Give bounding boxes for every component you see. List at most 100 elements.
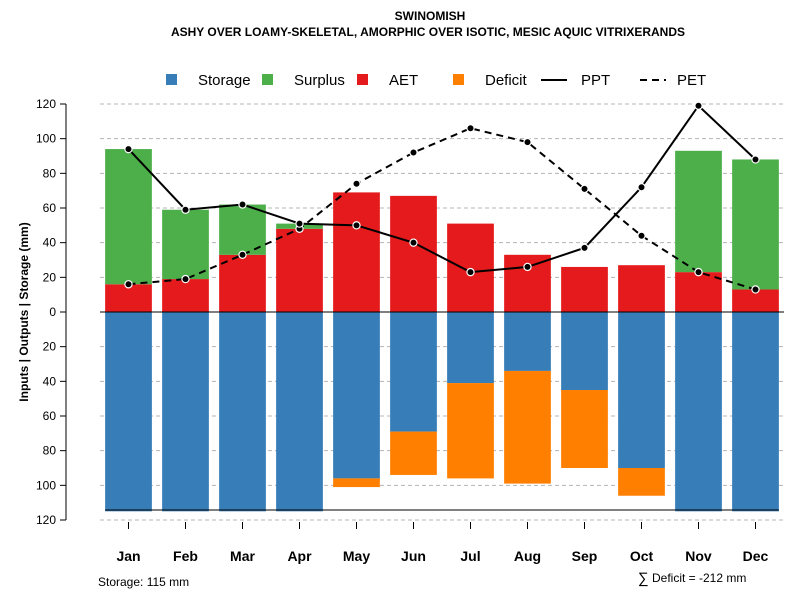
ppt-line-point — [352, 221, 361, 230]
pet-line-point — [124, 280, 133, 289]
storage-bar — [732, 312, 779, 512]
y-tick-label: 80 — [43, 166, 57, 180]
x-tick-label: Sep — [572, 548, 598, 564]
ppt-line-point — [124, 144, 133, 154]
aet-bar — [105, 284, 152, 312]
ppt-line-point — [523, 262, 532, 272]
pet-line — [128, 127, 756, 291]
pet-line-point — [694, 267, 703, 277]
storage-annotation: Storage: 115 mm — [98, 575, 189, 589]
ppt-line-point — [580, 243, 589, 253]
legend-label-ppt: PPT — [581, 72, 610, 89]
storage-bar — [333, 312, 380, 479]
legend-label-storage: Storage — [198, 72, 251, 89]
legend-label-deficit: Deficit — [485, 72, 528, 89]
legend: Storage Surplus AET Deficit PPT PET — [166, 72, 706, 89]
legend-swatch-storage — [166, 74, 177, 85]
legend-swatch-deficit — [453, 74, 464, 85]
x-tick-label: Mar — [230, 548, 255, 564]
x-tick-label: Jun — [401, 548, 426, 564]
pet-line-point — [181, 274, 190, 284]
series-lines — [124, 101, 760, 294]
ppt-line-point — [181, 205, 190, 214]
storage-bar — [504, 312, 551, 371]
y-tick-label: 120 — [36, 97, 56, 111]
ppt-line — [127, 104, 757, 274]
aet-bar — [618, 265, 665, 312]
legend-swatch-aet — [357, 74, 368, 85]
ppt-line-point — [466, 267, 475, 277]
y-tick-label: 20 — [43, 340, 57, 354]
storage-bar — [162, 312, 209, 512]
legend-label-pet: PET — [677, 72, 706, 89]
pet-line-point — [466, 124, 475, 133]
pet-line-point — [409, 148, 418, 157]
x-tick-label: Nov — [685, 548, 712, 564]
deficit-bar — [390, 431, 437, 475]
chart-subtitle: ASHY OVER LOAMY-SKELETAL, AMORPHIC OVER … — [171, 25, 685, 39]
legend-label-surplus: Surplus — [294, 72, 345, 89]
x-tick-label: Jul — [460, 548, 480, 564]
deficit-annotation: Deficit = -212 mm — [652, 571, 746, 585]
surplus-bar — [219, 204, 266, 255]
legend-swatch-surplus — [262, 74, 273, 85]
pet-line-point — [580, 184, 589, 194]
surplus-bar — [675, 150, 722, 273]
ppt-line-point — [694, 101, 703, 110]
x-tick-label: Oct — [630, 548, 654, 564]
pet-line-point — [751, 285, 760, 294]
storage-bar — [276, 312, 323, 512]
bars — [105, 149, 779, 512]
deficit-bar — [618, 468, 665, 496]
ppt-line-point — [751, 155, 760, 164]
storage-bar — [561, 312, 608, 390]
ppt-line-point — [238, 200, 247, 209]
y-tick-label: 120 — [36, 513, 56, 527]
y-tick-label: 0 — [49, 305, 56, 319]
deficit-bar — [447, 383, 494, 479]
pet-line-point — [637, 231, 646, 240]
ppt-line-point — [295, 219, 304, 228]
aet-bar — [675, 272, 722, 312]
x-tick-label: Apr — [287, 548, 312, 564]
storage-bar — [447, 312, 494, 384]
pet-line-point — [352, 179, 361, 188]
surplus-bar — [105, 149, 152, 285]
x-tick-label: Dec — [743, 548, 769, 564]
y-tick-label: 80 — [43, 444, 57, 458]
x-tick-label: Aug — [514, 548, 541, 564]
aet-bar — [447, 223, 494, 312]
ppt-line-point — [637, 182, 646, 192]
x-tick-label: Feb — [173, 548, 198, 564]
storage-bar — [618, 312, 665, 468]
y-tick-label: 100 — [36, 132, 56, 146]
x-tick-label: Jan — [116, 548, 140, 564]
gridlines — [100, 103, 784, 521]
x-tick-label: May — [343, 548, 370, 564]
ppt-line-point — [409, 238, 418, 247]
y-tick-label: 100 — [36, 478, 56, 492]
storage-bar — [675, 312, 722, 512]
legend-label-aet: AET — [389, 72, 418, 89]
y-tick-label: 60 — [43, 409, 57, 423]
y-tick-label: 40 — [43, 236, 57, 250]
deficit-bar — [333, 478, 380, 488]
surplus-bar — [162, 209, 209, 280]
aet-bar — [732, 289, 779, 312]
axes: 120 100 80 60 40 20 0 20 40 60 80 100 120 Jan Feb Mar Ap… — [36, 97, 784, 564]
deficit-bar — [561, 390, 608, 468]
y-tick-label: 20 — [43, 270, 57, 284]
chart-title: SWINOMISH — [395, 9, 466, 23]
deficit-symbol: ∑ — [638, 570, 649, 587]
deficit-bar — [504, 370, 551, 484]
aet-bar — [390, 195, 437, 312]
pet-line-point — [238, 250, 247, 259]
aet-bar — [333, 192, 380, 312]
aet-bar — [162, 279, 209, 312]
aet-bar — [219, 254, 266, 312]
storage-bar — [219, 312, 266, 512]
y-tick-label: 40 — [43, 374, 57, 388]
pet-line-point — [523, 137, 532, 147]
surplus-bar — [732, 159, 779, 290]
